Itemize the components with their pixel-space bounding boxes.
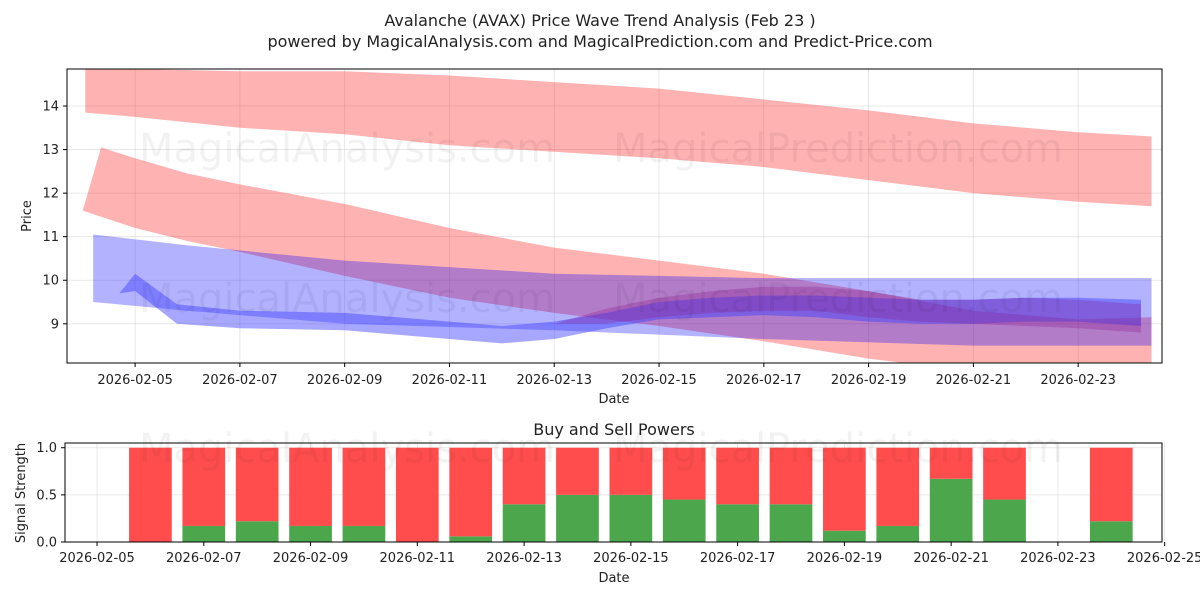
price-band-2 (93, 234, 1152, 346)
sell-power-bar (876, 447, 920, 526)
signal-y-ticks: 0.0 0.5 1.0 (36, 441, 65, 551)
price-x-tick-label: 2026-02-13 (516, 373, 592, 388)
signal-y-tick-label: 0.5 (36, 488, 57, 503)
buy-power-bar (289, 525, 332, 542)
price-x-axis-label: Date (598, 392, 629, 407)
buy-power-bar (1089, 521, 1133, 542)
signal-bars (129, 447, 1133, 542)
signal-x-tick-label: 2026-02-15 (593, 551, 669, 566)
signal-x-ticks: 2026-02-05 2026-02-07 2026-02-09 2026-02-11… (59, 542, 1200, 566)
price-band-3 (119, 273, 1141, 344)
signal-x-axis-label: Date (598, 571, 629, 586)
price-x-tick-label: 2026-02-21 (936, 373, 1012, 388)
price-band-4 (554, 286, 1141, 333)
price-grid (67, 69, 1162, 363)
buy-power-bar (182, 525, 226, 542)
signal-x-tick-label: 2026-02-23 (1020, 551, 1096, 566)
price-x-tick-label: 2026-02-17 (726, 373, 802, 388)
sell-power-bar (769, 447, 813, 505)
sell-power-bar (609, 447, 653, 495)
signal-panel: Buy and Sell Powers MagicalAnalysis.com … (14, 420, 1200, 586)
sell-power-bar (289, 447, 332, 526)
chart-title: Avalanche (AVAX) Price Wave Trend Analys… (384, 11, 815, 30)
watermark-prediction-bottom: MagicalPrediction.com (613, 426, 1063, 472)
price-y-tick-label: 12 (42, 187, 59, 202)
buy-power-bar (823, 530, 866, 542)
sell-power-bar (342, 447, 386, 526)
price-y-tick-label: 14 (42, 100, 59, 115)
signal-x-tick-label: 2026-02-21 (913, 551, 989, 566)
signal-y-tick-label: 0.0 (36, 536, 57, 551)
watermark-analysis-bottom: MagicalAnalysis.com (139, 426, 555, 472)
buy-power-bar (449, 536, 493, 542)
buy-power-bar (502, 504, 546, 542)
price-x-tick-label: 2026-02-11 (412, 373, 488, 388)
price-y-axis-label: Price (20, 200, 35, 232)
price-x-ticks: 2026-02-05 2026-02-07 2026-02-09 2026-02-11… (97, 363, 1116, 388)
watermark-prediction-top: MagicalPrediction.com (613, 126, 1063, 172)
price-x-tick-label: 2026-02-07 (202, 373, 278, 388)
watermark-analysis-top: MagicalAnalysis.com (139, 126, 555, 172)
signal-x-tick-label: 2026-02-09 (273, 551, 349, 566)
buy-power-bar (342, 525, 386, 542)
buy-power-bar (983, 499, 1026, 542)
watermark-prediction-mid: MagicalPrediction.com (613, 276, 1063, 322)
sell-power-bar (662, 447, 706, 500)
signal-x-tick-label: 2026-02-11 (380, 551, 456, 566)
price-panel: MagicalAnalysis.com MagicalPrediction.co… (20, 68, 1163, 407)
chart-subtitle: powered by MagicalAnalysis.com and Magic… (267, 32, 932, 51)
price-band-0 (85, 69, 1152, 207)
price-x-tick-label: 2026-02-23 (1040, 373, 1116, 388)
sell-power-bar (556, 447, 599, 495)
signal-x-tick-label: 2026-02-17 (700, 551, 776, 566)
buy-power-bar (556, 494, 599, 542)
price-y-tick-label: 11 (42, 230, 59, 245)
buy-power-bar (929, 478, 973, 542)
signal-x-tick-label: 2026-02-13 (486, 551, 562, 566)
price-panel-frame (66, 68, 1163, 364)
price-band-1 (82, 147, 1152, 363)
price-x-tick-label: 2026-02-05 (97, 373, 173, 388)
signal-panel-frame (64, 442, 1163, 543)
sell-power-bar (235, 447, 279, 522)
buy-power-bar (609, 494, 653, 542)
signal-x-tick-label: 2026-02-19 (807, 551, 883, 566)
signal-y-axis-label: Signal Strength (14, 443, 29, 543)
price-x-tick-label: 2026-02-09 (307, 373, 383, 388)
price-bands (82, 69, 1152, 363)
price-y-ticks: 9 10 11 12 13 14 (42, 100, 67, 332)
signal-x-tick-label: 2026-02-25 (1127, 551, 1200, 566)
sell-power-bar (716, 447, 759, 505)
sell-power-bar (395, 447, 439, 542)
sell-power-bar (823, 447, 866, 531)
price-y-tick-label: 9 (51, 317, 59, 332)
buy-power-bar (235, 521, 279, 542)
price-y-tick-label: 13 (42, 143, 59, 158)
buy-power-bar (769, 504, 813, 542)
sell-power-bar (929, 447, 973, 479)
sell-power-bar (449, 447, 493, 537)
price-x-tick-label: 2026-02-19 (831, 373, 907, 388)
sell-power-bar (1089, 447, 1133, 522)
buy-power-bar (716, 504, 759, 542)
signal-panel-title: Buy and Sell Powers (533, 420, 695, 439)
sell-power-bar (983, 447, 1026, 500)
watermark-analysis-mid: MagicalAnalysis.com (139, 276, 555, 322)
signal-y-tick-label: 1.0 (36, 441, 57, 456)
sell-power-bar (182, 447, 226, 526)
price-y-tick-label: 10 (42, 274, 59, 289)
buy-power-bar (876, 525, 920, 542)
signal-x-tick-label: 2026-02-07 (166, 551, 242, 566)
signal-x-tick-label: 2026-02-05 (59, 551, 135, 566)
sell-power-bar (129, 447, 172, 542)
price-x-tick-label: 2026-02-15 (621, 373, 697, 388)
buy-power-bar (662, 499, 706, 542)
sell-power-bar (502, 447, 546, 505)
